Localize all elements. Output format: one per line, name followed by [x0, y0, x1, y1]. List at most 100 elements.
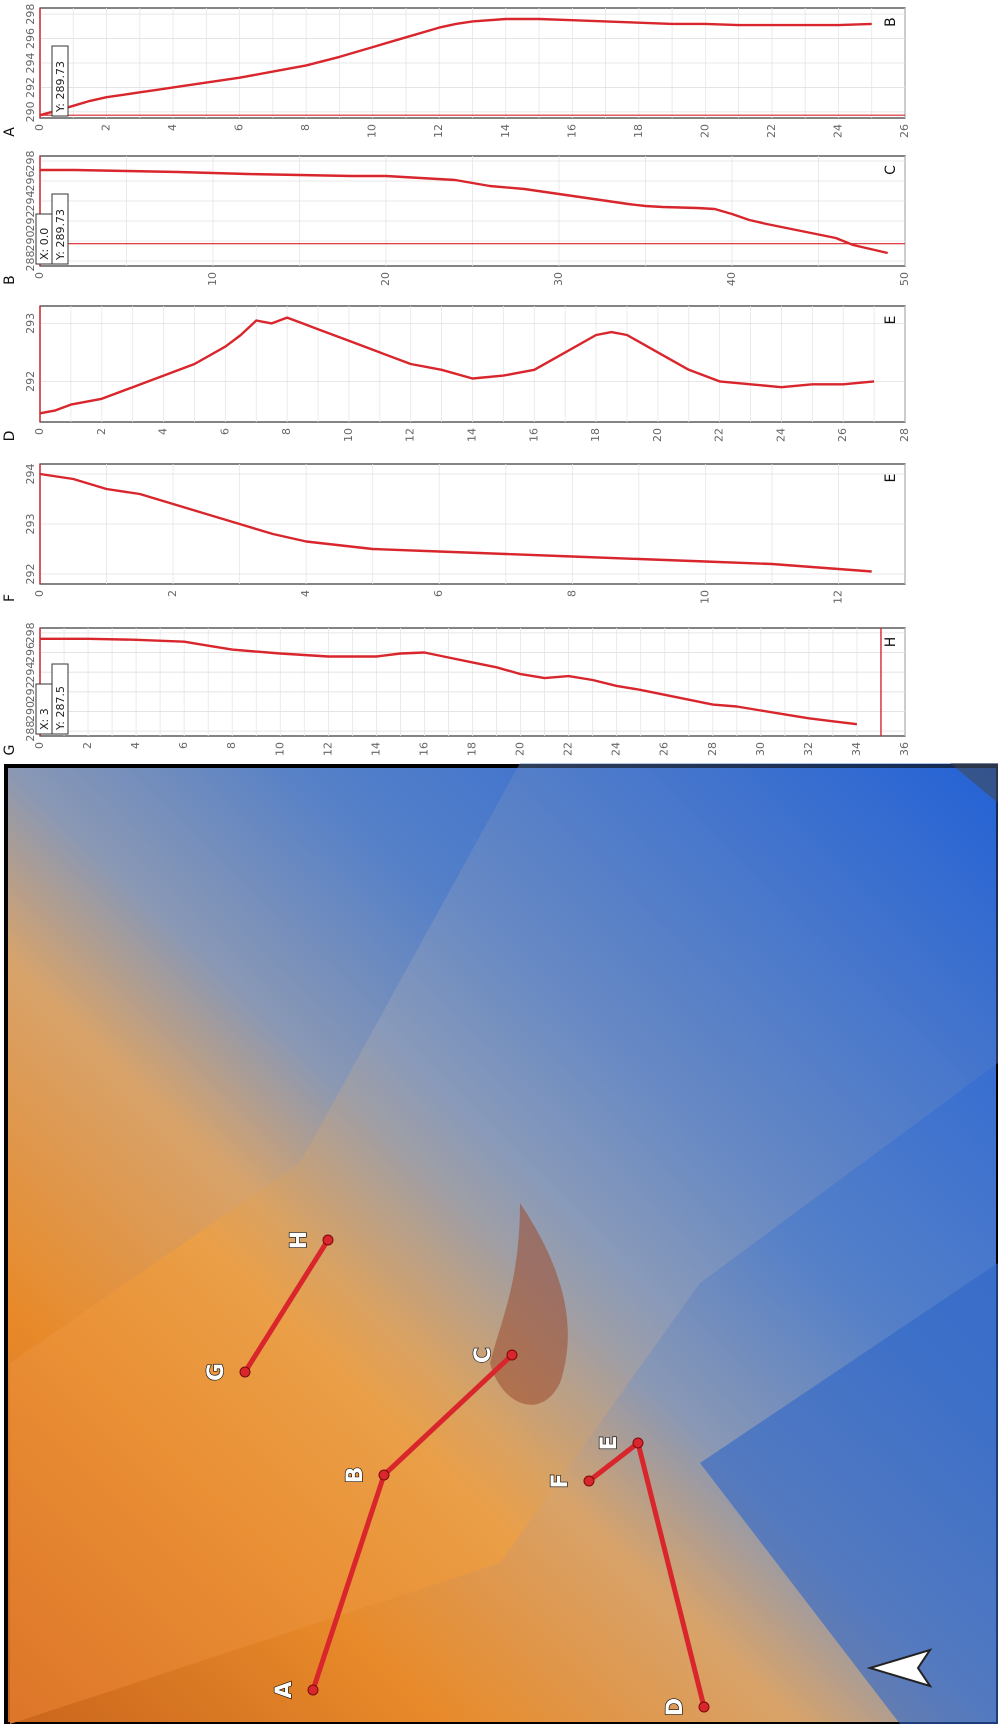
chart-4-start-label: G [2, 745, 18, 756]
chart-4-xtick-label: 22 [562, 742, 575, 756]
chart-3-ytick-label: 293 [24, 514, 37, 535]
chart-4-cursor-readout-box-2 [35, 683, 53, 735]
chart-4-ytick-label: 294 [24, 662, 37, 683]
chart-4-xtick-label: 16 [417, 742, 430, 756]
chart-0-xtick-label: 18 [632, 124, 645, 138]
chart-0-ytick-label: 296 [24, 28, 37, 49]
chart-4-ytick-label: 290 [24, 701, 37, 722]
chart-2-xtick-label: 2 [95, 428, 108, 435]
profile-chart-gh: 0 2 4 6 8 10 12 14 16 18 20 22 24 26 28 30 32 34 362882902… [2, 622, 911, 756]
chart-4-ytick-label: 288 [24, 721, 37, 742]
chart-2-xtick-label: 22 [713, 428, 726, 442]
chart-4-cursor-readout-text-2: X: 3 [38, 708, 51, 730]
chart-1-start-label: B [2, 275, 18, 285]
chart-0-xtick-label: 14 [499, 124, 512, 138]
point-marker-e [632, 1437, 644, 1449]
north-arrow-icon [866, 1648, 933, 1688]
chart-1-cursor-readout-box-2 [35, 213, 53, 265]
chart-4-xtick-label: 14 [369, 742, 382, 756]
chart-0-start-label: A [2, 127, 18, 137]
chart-0-xtick-label: 10 [366, 124, 379, 138]
chart-2-xtick-label: 10 [342, 428, 355, 442]
chart-4-xtick-label: 2 [81, 742, 94, 749]
chart-3-xtick-label: 2 [166, 590, 179, 597]
chart-1-cursor-readout-text: Y: 289.73 [54, 209, 67, 261]
chart-3-xtick-label: 8 [565, 590, 578, 597]
chart-3-xtick-label: 4 [299, 590, 312, 597]
chart-3-xtick-label: 12 [831, 590, 844, 604]
chart-2-xtick-label: 6 [218, 428, 231, 435]
point-label-c: C [471, 1347, 496, 1363]
hillshade-map: A B C D E F G H [0, 763, 998, 1724]
chart-2-xtick-label: 12 [404, 428, 417, 442]
chart-4-xtick-label: 28 [706, 742, 719, 756]
chart-0-ytick-label: 294 [24, 53, 37, 74]
point-label-b: B [343, 1467, 368, 1484]
chart-4-xtick-label: 18 [466, 742, 479, 756]
chart-4-xtick-label: 8 [225, 742, 238, 749]
chart-4-xtick-label: 12 [321, 742, 334, 756]
profile-chart-fe: 0 2 4 6 8 10 12 292 293 294 F E [2, 463, 906, 604]
chart-2-series-line [39, 316, 875, 415]
chart-0-ytick-label: 292 [24, 77, 37, 98]
chart-0-xtick-label: 12 [432, 124, 445, 138]
chart-4-cursor-readout-text: Y: 287.5 [54, 686, 67, 731]
chart-1-ytick-label: 292 [24, 211, 37, 232]
point-label-a: A [272, 1681, 297, 1698]
chart-1-ytick-label: 288 [24, 251, 37, 272]
chart-1-xtick-label: 30 [552, 272, 565, 286]
chart-2-xtick-label: 26 [836, 428, 849, 442]
chart-3-ytick-label: 292 [24, 564, 37, 585]
chart-0-cursor-readout-text: Y: 289.73 [54, 61, 67, 113]
chart-4-xtick-label: 10 [273, 742, 286, 756]
chart-0-xtick-label: 20 [698, 124, 711, 138]
chart-4-xtick-label: 6 [177, 742, 190, 749]
chart-4-xtick-label: 30 [754, 742, 767, 756]
chart-2-ytick-label: 292 [24, 371, 37, 392]
chart-2-end-label: E [883, 316, 899, 325]
chart-2-start-label: D [2, 431, 18, 442]
profile-chart-ab: 0 2 4 6 8 10 12 14 16 18 20 22 24 26290292294296298Y:… [2, 4, 911, 138]
point-marker-a [307, 1684, 319, 1696]
chart-0-xtick-label: 2 [100, 124, 113, 131]
chart-1-ytick-label: 294 [24, 191, 37, 212]
chart-2-xtick-label: 18 [589, 428, 602, 442]
point-marker-g [239, 1366, 251, 1378]
chart-1-cursor-readout: Y: 289.73X: 0.0 [35, 193, 69, 265]
chart-1-end-label: C [883, 165, 899, 175]
profile-line-g-h [242, 1237, 331, 1375]
chart-0-cursor-readout-box [51, 45, 69, 117]
chart-0-xtick-label: 4 [166, 124, 179, 131]
chart-4-ytick-label: 296 [24, 642, 37, 663]
chart-2-ytick-label: 293 [24, 313, 37, 334]
point-marker-d [698, 1701, 710, 1713]
chart-4-xtick-label: 36 [898, 742, 911, 756]
chart-3-end-label: E [883, 474, 899, 483]
point-marker-h [322, 1234, 334, 1246]
chart-0-series-line [39, 17, 872, 117]
chart-0-cursor-readout: Y: 289.73 [51, 45, 69, 117]
chart-4-cursor-readout: Y: 287.5X: 3 [35, 663, 69, 735]
chart-1-cursor-readout-text-2: X: 0.0 [38, 228, 51, 260]
chart-0-ytick-label: 298 [24, 4, 37, 25]
chart-2-xtick-label: 24 [774, 428, 787, 442]
chart-0-end-label: B [883, 17, 899, 27]
chart-1-series-line [40, 168, 888, 255]
point-marker-f [583, 1475, 595, 1487]
point-label-g: G [204, 1363, 229, 1381]
chart-4-xtick-label: 20 [514, 742, 527, 756]
chart-3-xtick-label: 0 [33, 590, 46, 597]
chart-3-xtick-label: 10 [698, 590, 711, 604]
chart-3-ytick-label: 294 [24, 464, 37, 485]
chart-1-xtick-label: 50 [898, 272, 911, 286]
chart-1-xtick-label: 40 [725, 272, 738, 286]
chart-0-xtick-label: 24 [831, 124, 844, 138]
chart-4-end-label: H [883, 637, 899, 648]
chart-3-start-label: F [2, 594, 18, 602]
chart-0-xtick-label: 8 [299, 124, 312, 131]
chart-4-xtick-label: 26 [658, 742, 671, 756]
chart-4-ytick-label: 292 [24, 681, 37, 702]
point-label-f: F [548, 1473, 573, 1488]
